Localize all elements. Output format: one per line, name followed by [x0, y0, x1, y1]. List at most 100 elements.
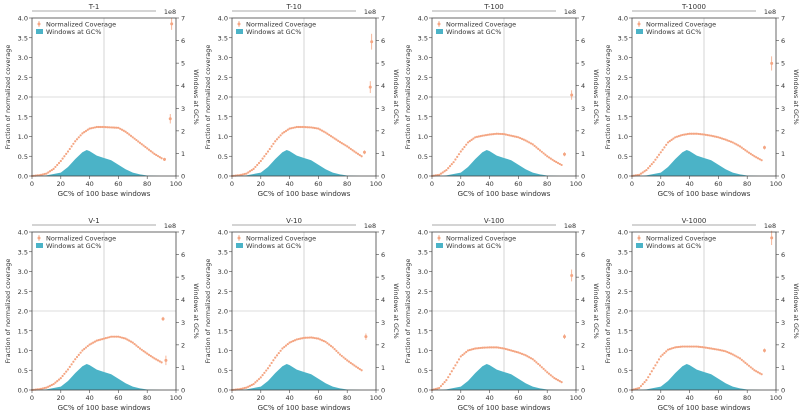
coverage-point — [135, 138, 138, 142]
coverage-point — [553, 159, 556, 163]
coverage-point — [456, 155, 459, 158]
coverage-point — [731, 141, 734, 144]
coverage-point — [313, 126, 316, 130]
coverage-point — [140, 348, 143, 351]
subplot-v-1: 0.0 0.5 1.0 1.5 2.0 2.5 3.0 3.5 4.0 0 1 2 3 4 5 6 7 0 20 40… — [4, 217, 200, 412]
coverage-point — [549, 374, 552, 377]
coverage-point — [758, 158, 761, 161]
windows-area — [232, 364, 362, 390]
coverage-point — [156, 154, 160, 158]
y2-tick-label: 2 — [581, 341, 585, 349]
y-tick-label: 3.5 — [218, 34, 228, 42]
coverage-point — [68, 147, 71, 151]
coverage-point — [151, 356, 154, 359]
coverage-point — [720, 137, 724, 140]
coverage-point — [346, 145, 349, 148]
x-axis-label: GC% of 100 base windows — [458, 190, 551, 198]
coverage-point — [546, 155, 549, 158]
coverage-point — [346, 359, 349, 362]
coverage-point — [684, 345, 688, 348]
coverage-point — [342, 143, 345, 146]
x-tick-label: 60 — [514, 180, 522, 188]
y2-tick-label: 2 — [181, 127, 185, 135]
outlier-point — [562, 152, 566, 156]
coverage-point — [250, 383, 253, 387]
coverage-point — [670, 138, 673, 141]
x-axis-label: GC% of 100 base windows — [58, 190, 151, 198]
coverage-point — [286, 342, 289, 346]
y-tick-label: 2.5 — [218, 288, 228, 296]
coverage-point — [156, 359, 160, 362]
x-tick-label: 40 — [685, 180, 693, 188]
coverage-point — [43, 386, 46, 390]
coverage-point — [755, 156, 758, 159]
coverage-point — [708, 347, 711, 350]
coverage-point — [257, 377, 261, 381]
coverage-point — [481, 346, 484, 349]
coverage-point — [54, 381, 57, 384]
x-tick-label: 60 — [114, 180, 122, 188]
coverage-point — [456, 361, 459, 364]
coverage-point — [124, 130, 127, 133]
coverage-point — [528, 141, 531, 144]
y2-tick-label: 7 — [781, 229, 785, 237]
y2-tick-label: 4 — [581, 82, 585, 90]
coverage-point — [447, 167, 450, 170]
legend-coverage-label: Normalized Coverage — [46, 235, 116, 243]
coverage-point — [322, 339, 325, 343]
subplot-title: T-100 — [483, 3, 504, 11]
coverage-point — [497, 132, 500, 135]
coverage-point — [290, 127, 293, 130]
coverage-point — [690, 132, 693, 135]
coverage-point — [117, 335, 120, 338]
coverage-point — [445, 168, 448, 172]
legend-windows-swatch — [36, 243, 43, 248]
coverage-point — [683, 133, 686, 136]
coverage-point — [90, 127, 93, 130]
y-tick-label: 1.0 — [18, 133, 28, 141]
coverage-point — [137, 345, 140, 349]
x-tick-label: 60 — [314, 180, 322, 188]
windows-area — [232, 150, 362, 176]
coverage-point — [520, 137, 524, 140]
coverage-point — [356, 152, 360, 155]
coverage-point — [643, 170, 646, 173]
x-tick-label: 100 — [570, 394, 582, 402]
coverage-point — [340, 354, 343, 358]
x-tick-label: 20 — [457, 180, 465, 188]
coverage-point — [248, 384, 252, 387]
coverage-point — [560, 163, 563, 167]
coverage-point — [551, 375, 554, 378]
coverage-point — [533, 359, 536, 362]
outlier-point — [368, 85, 372, 89]
coverage-point — [286, 128, 289, 131]
coverage-point — [501, 347, 504, 350]
y2-tick-label: 0 — [181, 387, 185, 395]
coverage-point — [436, 387, 439, 390]
coverage-point — [742, 147, 745, 151]
coverage-point — [119, 336, 122, 339]
coverage-point — [493, 346, 497, 349]
coverage-point — [328, 343, 331, 346]
coverage-point — [266, 367, 270, 370]
coverage-point — [711, 135, 715, 138]
coverage-point — [247, 385, 250, 388]
y2-tick-label: 2 — [781, 341, 785, 349]
legend-coverage-label: Normalized Coverage — [246, 235, 316, 243]
y-tick-label: 2.0 — [218, 308, 228, 316]
y-tick-label: 0.5 — [418, 153, 428, 161]
y2-tick-label: 6 — [581, 251, 585, 259]
y-tick-label: 1.5 — [18, 113, 28, 121]
y-tick-label: 2.0 — [18, 308, 28, 316]
outlier-point — [364, 335, 368, 339]
coverage-point — [466, 349, 470, 352]
y-tick-label: 0.5 — [18, 153, 28, 161]
coverage-point — [241, 387, 244, 390]
coverage-point — [111, 126, 115, 129]
y2-tick-label: 1 — [381, 150, 385, 158]
coverage-point — [740, 358, 743, 361]
coverage-point — [281, 132, 284, 135]
x-tick-label: 80 — [343, 180, 351, 188]
coverage-point — [39, 173, 43, 176]
windows-area — [632, 364, 762, 390]
